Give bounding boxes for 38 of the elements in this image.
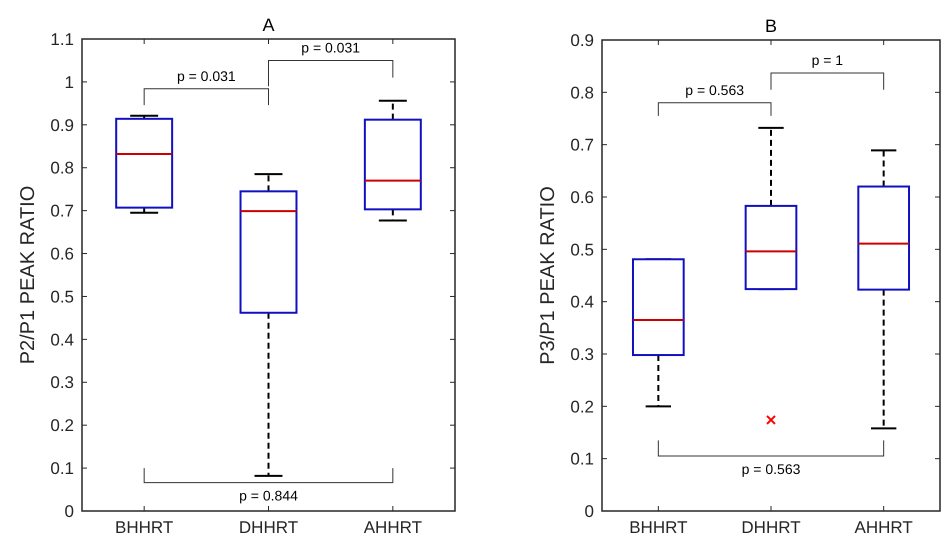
y-tick-label: 0.9 — [570, 30, 594, 50]
y-tick-label: 0.6 — [50, 244, 74, 264]
annotation: p = 0.563 — [742, 461, 801, 478]
y-tick-label: 0.3 — [50, 373, 74, 392]
x-tick-label: AHHRT — [364, 518, 422, 537]
x-tick-label: DHHRT — [741, 518, 801, 537]
y-axis-title: P3/P1 PEAK RATIO — [537, 186, 559, 365]
annotation: p = 0.031 — [176, 68, 236, 84]
y-tick-label: 0 — [64, 502, 74, 521]
y-tick-label: 0.7 — [50, 202, 74, 221]
y-tick-label: 0.3 — [570, 344, 594, 364]
y-tick-label: 0.4 — [570, 292, 594, 312]
annotation: p = 1 — [812, 52, 844, 68]
y-tick-label: 0.2 — [570, 397, 594, 416]
x-tick-label: BHHRT — [115, 518, 174, 537]
y-tick-label: 0.2 — [50, 416, 74, 436]
y-tick-label: 0.5 — [570, 240, 594, 260]
annotation: p = 0.031 — [301, 39, 360, 56]
chart-title: B — [764, 16, 778, 36]
y-tick-label: 0.1 — [570, 450, 594, 469]
y-tick-label: 0.5 — [50, 287, 74, 306]
y-tick-label: 0.6 — [570, 188, 594, 207]
y-tick-label: 0.9 — [50, 116, 74, 135]
x-tick-label: AHHRT — [854, 518, 913, 537]
annotation: p = 0.563 — [685, 82, 744, 98]
y-axis-title: P2/P1 PEAK RATIO — [17, 186, 39, 364]
y-tick-label: 0.8 — [570, 83, 594, 102]
y-tick-label: 0.8 — [50, 158, 74, 178]
y-tick-label: 0.7 — [570, 136, 594, 155]
annotation: p = 0.844 — [239, 488, 298, 504]
x-tick-label: DHHRT — [238, 518, 298, 537]
x-tick-label: BHHRT — [629, 518, 688, 537]
y-tick-label: 0 — [584, 502, 594, 521]
chart-title: A — [262, 15, 275, 35]
y-tick-label: 1 — [64, 72, 74, 92]
y-tick-label: 0.4 — [50, 330, 74, 350]
y-tick-label: 1.1 — [50, 30, 74, 49]
y-tick-label: 0.1 — [50, 459, 74, 478]
